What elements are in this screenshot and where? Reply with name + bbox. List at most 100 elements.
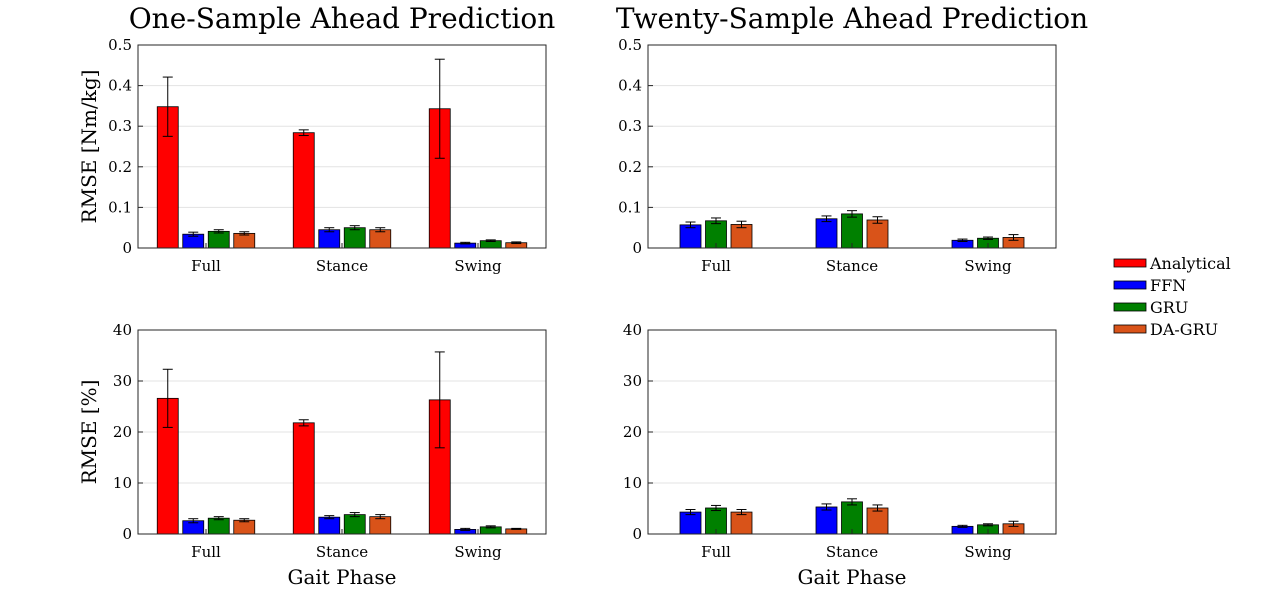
legend-label-da-gru: DA-GRU bbox=[1150, 320, 1218, 339]
x-tick-label: Swing bbox=[454, 543, 502, 561]
error-bar-analytical-stance bbox=[298, 129, 309, 137]
x-tick-label: Swing bbox=[964, 257, 1012, 275]
error-bar-ffn-stance bbox=[821, 215, 832, 223]
error-bar-gru-full bbox=[711, 504, 721, 512]
chart-panel-4: 0 10 20 30 40 Full Stance Swing Gait Phase bbox=[623, 321, 1057, 589]
error-bar-gru-swing bbox=[983, 236, 993, 240]
legend-label-ffn: FFN bbox=[1150, 276, 1186, 295]
axes-frame bbox=[137, 329, 547, 535]
y-tick-label: 0.5 bbox=[108, 36, 132, 54]
y-tick-label: 0.1 bbox=[618, 198, 642, 216]
error-bar-ffn-stance bbox=[324, 227, 335, 233]
error-bar-da-gru-stance bbox=[872, 504, 883, 512]
y-tick-label: 40 bbox=[623, 321, 642, 339]
error-bar-analytical-swing bbox=[434, 351, 445, 449]
error-bar-analytical-stance bbox=[298, 419, 309, 427]
x-tick-label: Full bbox=[191, 543, 221, 561]
x-tick-label: Stance bbox=[316, 257, 368, 275]
error-bar-da-gru-full bbox=[239, 231, 250, 236]
legend-swatch-gru bbox=[1113, 302, 1147, 312]
x-tick-label: Stance bbox=[826, 257, 878, 275]
error-bar-ffn-stance bbox=[324, 515, 335, 520]
error-bar-da-gru-full bbox=[736, 220, 747, 229]
y-tick-label: 0.1 bbox=[108, 198, 132, 216]
chart-panel-3: 0 10 20 30 40 Full Stance Swing Gait Phase RMSE [… bbox=[77, 321, 547, 589]
legend-swatch-ffn bbox=[1113, 280, 1147, 290]
bar-da-gru-stance bbox=[866, 507, 889, 535]
error-bar-da-gru-swing bbox=[1008, 234, 1019, 241]
y-tick-label: 0.4 bbox=[108, 77, 132, 95]
legend-swatch-da-gru bbox=[1113, 324, 1147, 334]
axes-frame bbox=[647, 44, 1057, 249]
y-tick-label: 0 bbox=[122, 525, 132, 543]
y-tick-label: 20 bbox=[113, 423, 132, 441]
y-tick-label: 0.3 bbox=[108, 117, 132, 135]
y-tick-label: 10 bbox=[113, 474, 132, 492]
bar-da-gru-full bbox=[233, 232, 256, 249]
x-tick-label: Swing bbox=[454, 257, 502, 275]
bar-gru-full bbox=[207, 517, 230, 535]
error-bar-ffn-full bbox=[685, 509, 696, 516]
x-tick-label: Stance bbox=[316, 543, 368, 561]
legend-label-gru: GRU bbox=[1150, 298, 1188, 317]
error-bar-da-gru-full bbox=[736, 509, 747, 516]
error-bar-analytical-swing bbox=[434, 58, 445, 159]
x-tick-label: Swing bbox=[964, 543, 1012, 561]
error-bar-gru-full bbox=[213, 516, 224, 521]
legend: Analytical FFN GRU DA-GRU bbox=[1113, 254, 1231, 339]
bar-analytical-stance bbox=[292, 422, 315, 535]
y-axis-label: RMSE [%] bbox=[77, 380, 101, 485]
x-axis-label: Gait Phase bbox=[797, 565, 906, 589]
y-tick-label: 0.3 bbox=[618, 117, 642, 135]
error-bar-gru-stance bbox=[349, 225, 360, 231]
legend-label-analytical: Analytical bbox=[1149, 254, 1231, 273]
bar-da-gru-stance bbox=[369, 516, 392, 535]
bar-ffn-stance bbox=[815, 506, 838, 535]
y-tick-label: 30 bbox=[623, 372, 642, 390]
bar-ffn-stance bbox=[815, 218, 838, 249]
bar-ffn-full bbox=[679, 224, 702, 249]
bar-gru-stance bbox=[343, 227, 366, 249]
error-bar-da-gru-stance bbox=[375, 514, 386, 520]
legend-swatch-analytical bbox=[1113, 258, 1147, 268]
error-bar-analytical-full bbox=[162, 368, 173, 428]
x-tick-label: Full bbox=[701, 257, 731, 275]
y-tick-label: 0.4 bbox=[618, 77, 642, 95]
error-bar-da-gru-stance bbox=[872, 216, 883, 224]
error-bar-ffn-stance bbox=[821, 503, 832, 511]
y-tick-label: 0 bbox=[632, 239, 642, 257]
bar-gru-stance bbox=[343, 514, 366, 535]
error-bar-analytical-full bbox=[162, 76, 173, 137]
error-bar-ffn-full bbox=[685, 221, 696, 229]
error-bar-gru-stance bbox=[349, 512, 360, 518]
error-bar-da-gru-swing bbox=[511, 527, 522, 530]
error-bar-gru-swing bbox=[485, 525, 496, 529]
error-bar-gru-stance bbox=[847, 210, 857, 218]
x-tick-label: Full bbox=[701, 543, 731, 561]
y-tick-label: 0.2 bbox=[618, 158, 642, 176]
bar-gru-full bbox=[207, 230, 230, 249]
bar-ffn-full bbox=[679, 511, 702, 535]
error-bar-gru-full bbox=[213, 229, 224, 234]
axes-frame bbox=[647, 329, 1057, 535]
bar-da-gru-stance bbox=[866, 219, 889, 249]
error-bar-ffn-swing bbox=[957, 524, 968, 528]
y-tick-label: 30 bbox=[113, 372, 132, 390]
y-tick-label: 0 bbox=[122, 239, 132, 257]
y-tick-label: 10 bbox=[623, 474, 642, 492]
error-bar-ffn-swing bbox=[460, 527, 471, 531]
error-bar-da-gru-swing bbox=[511, 241, 522, 245]
y-tick-label: 0.2 bbox=[108, 158, 132, 176]
chart-title: One-Sample Ahead Prediction bbox=[129, 2, 556, 35]
x-axis-label: Gait Phase bbox=[287, 565, 396, 589]
error-bar-ffn-full bbox=[188, 231, 199, 237]
y-tick-label: 0.5 bbox=[618, 36, 642, 54]
bar-ffn-stance bbox=[318, 229, 341, 249]
bar-da-gru-stance bbox=[369, 229, 392, 249]
bar-da-gru-full bbox=[730, 511, 753, 535]
error-bar-da-gru-full bbox=[239, 518, 250, 523]
chart-panel-2: 0 0.1 0.2 0.3 0.4 0.5 Full Stance Swing Twenty-Sa… bbox=[616, 2, 1088, 275]
error-bar-gru-stance bbox=[847, 498, 857, 506]
chart-panel-1: 0 0.1 0.2 0.3 0.4 0.5 Full Stance Swing One-Sampl… bbox=[77, 2, 555, 275]
